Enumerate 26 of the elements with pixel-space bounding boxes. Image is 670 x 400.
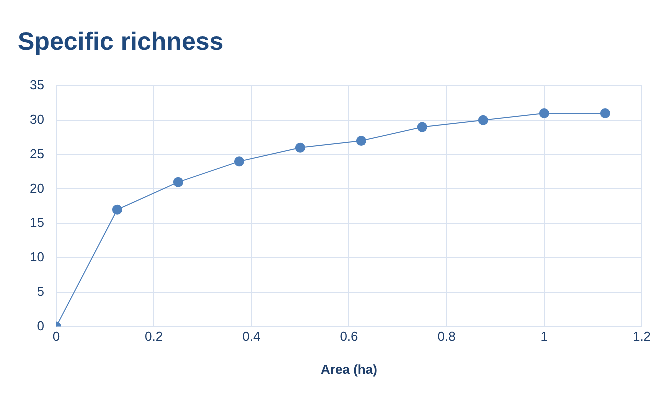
point [356, 136, 366, 146]
x-tick-label: 1.2 [632, 329, 652, 344]
y-tick-label: 20 [30, 180, 44, 196]
point [417, 122, 428, 132]
point [600, 108, 610, 119]
y-tick-label: 10 [30, 250, 44, 265]
point [295, 142, 306, 153]
point [173, 177, 184, 188]
x-tick-label: 0.2 [145, 329, 164, 344]
point [112, 204, 122, 215]
point [539, 108, 550, 119]
y-tick-label: 15 [30, 215, 44, 230]
y-tick-label: 30 [30, 112, 44, 127]
y-tick-label: 0 [37, 318, 44, 334]
chart-title: Specific richness [18, 28, 224, 56]
x-tick-label: 0.6 [340, 329, 358, 344]
y-tick-label: 25 [30, 146, 44, 162]
x-tick-label: 0.8 [438, 329, 456, 344]
point [234, 156, 244, 167]
point [478, 115, 488, 126]
y-tick-label: 5 [37, 284, 44, 299]
x-tick-label: 1 [540, 329, 548, 344]
x-tick-label: 0.4 [242, 329, 261, 344]
x-tick-label: 0 [52, 329, 60, 344]
x-axis-title: Area (ha) [321, 362, 378, 377]
y-tick-label: 35 [30, 78, 44, 93]
